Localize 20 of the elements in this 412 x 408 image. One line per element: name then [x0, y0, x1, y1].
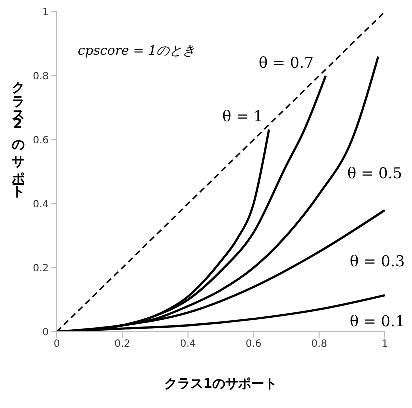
x-tick-label: 0.8 — [311, 339, 328, 350]
x-tick-label: 0.2 — [114, 339, 131, 350]
x-tick-label: 0 — [54, 339, 60, 350]
x-tick-label: 0.6 — [246, 339, 262, 350]
x-tick-label: 1 — [382, 339, 388, 350]
series-label: θ = 1 — [222, 108, 264, 126]
x-axis-title: クラス1のサポート — [164, 377, 278, 392]
y-tick-label: 0.6 — [33, 136, 49, 147]
y-axis-title: クラス2のサポート — [10, 72, 26, 198]
series-label: θ = 0.5 — [347, 164, 402, 183]
y-tick-label: 0.4 — [33, 200, 49, 211]
series-label: θ = 0.7 — [258, 54, 314, 72]
y-tick-label: 0.2 — [33, 264, 49, 275]
series-label: θ = 0.1 — [350, 312, 405, 330]
x-tick-label: 0.4 — [180, 339, 196, 350]
y-tick-label: 1 — [42, 8, 49, 19]
y-tick-label: 0.8 — [33, 72, 49, 83]
y-tick-label: 0 — [42, 328, 49, 339]
series-label: θ = 0.3 — [350, 252, 405, 270]
annotation: cpscore = 1のとき — [78, 43, 196, 60]
